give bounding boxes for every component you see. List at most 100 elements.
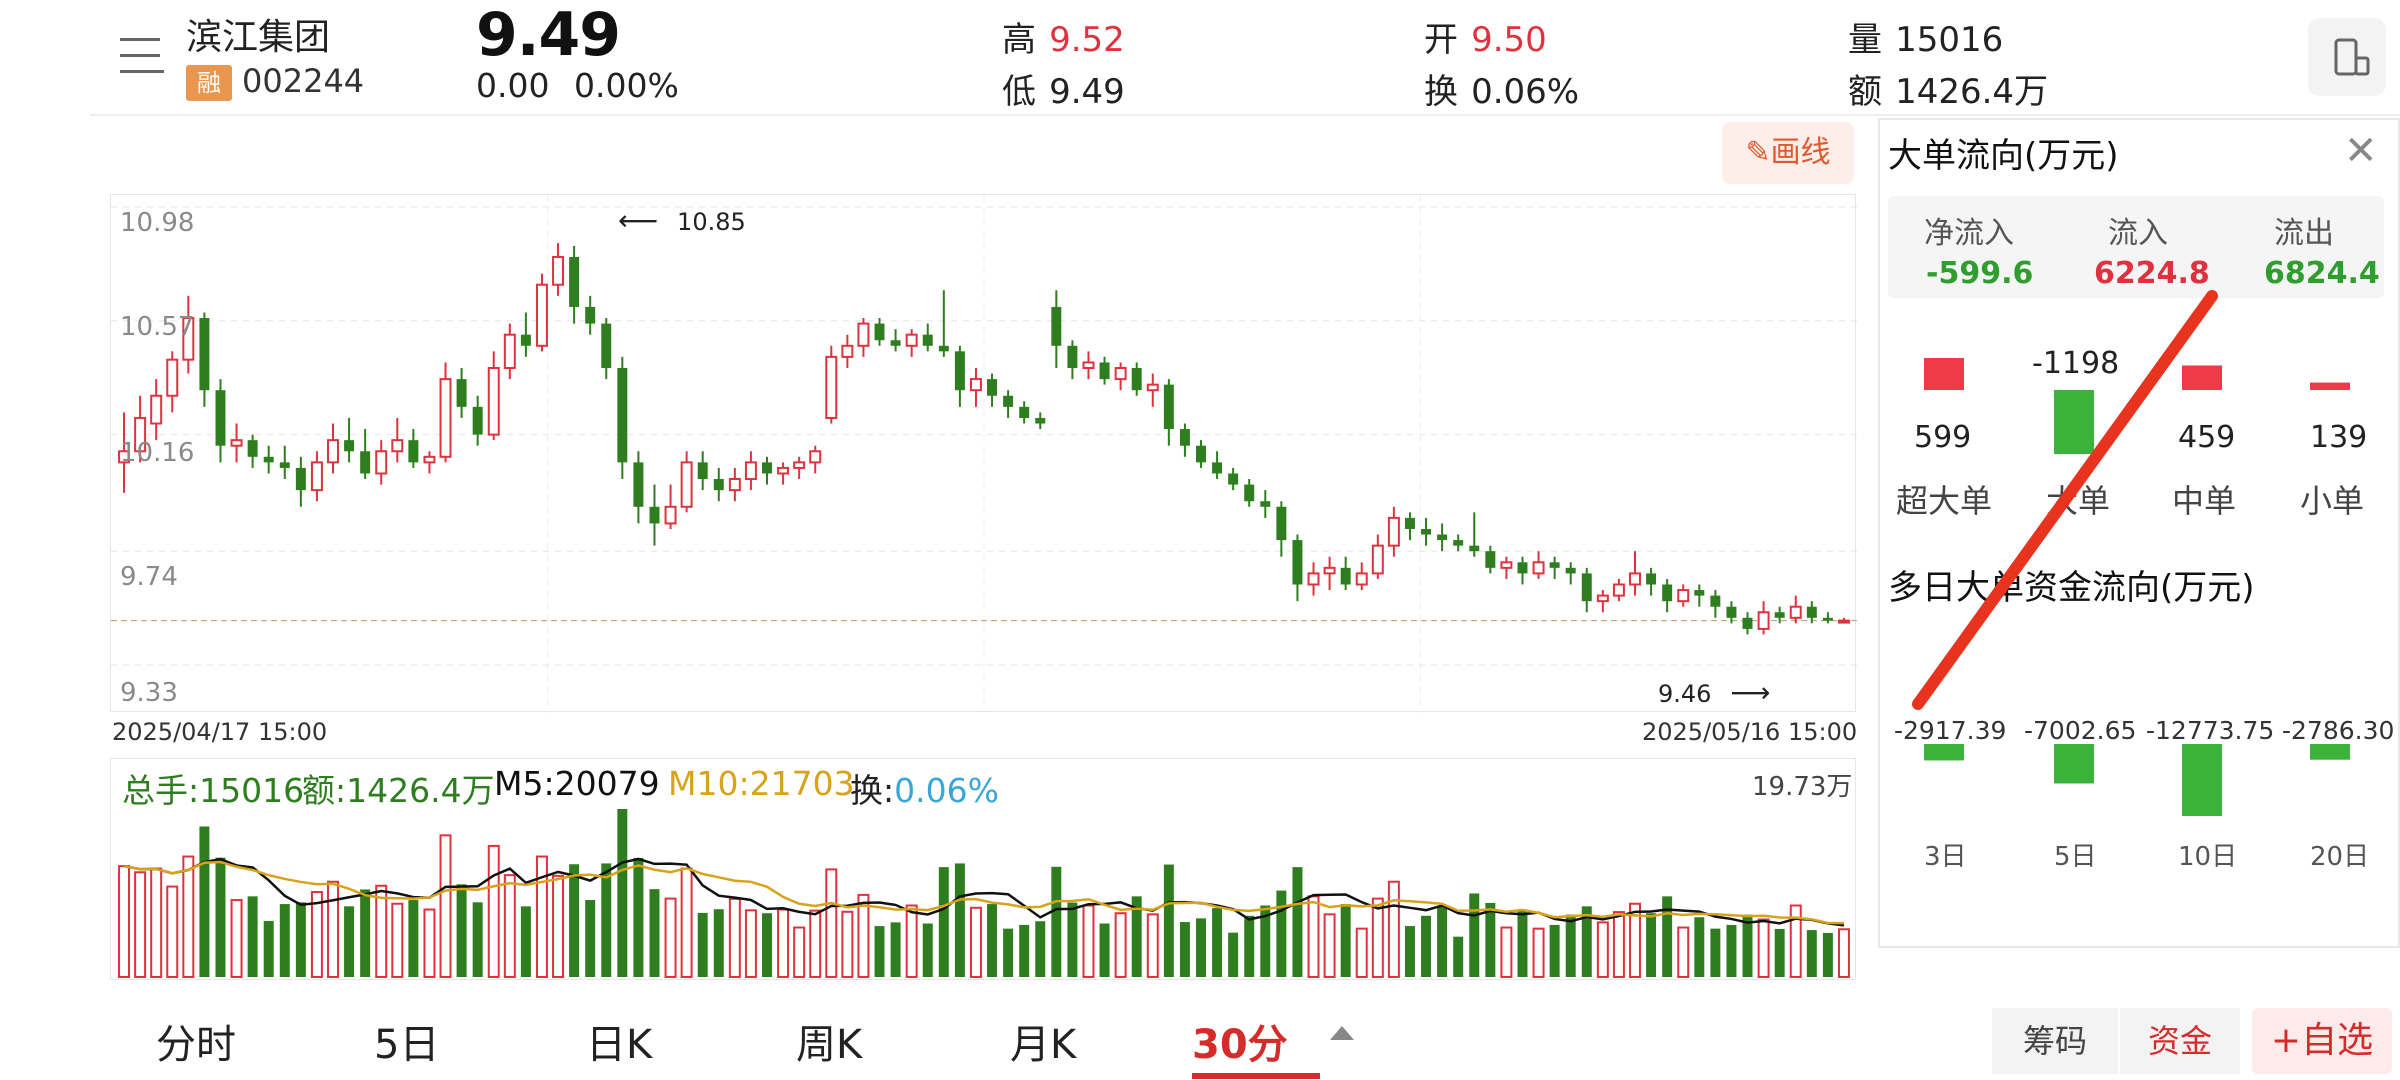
tab-monthly-k[interactable]: 月K bbox=[1010, 1022, 1077, 1068]
candle-body bbox=[279, 462, 290, 468]
candle-body bbox=[905, 333, 918, 347]
chips-button[interactable]: 筹码 bbox=[1992, 1008, 2118, 1074]
close-icon[interactable]: ✕ bbox=[2344, 128, 2378, 174]
volume-ma-lines bbox=[123, 857, 1845, 927]
net-inflow-label: 净流入 bbox=[1924, 216, 2014, 251]
draw-line-button[interactable]: ✎画线 bbox=[1722, 122, 1854, 184]
volume-bar bbox=[472, 902, 483, 977]
candle-body bbox=[1212, 462, 1223, 474]
candle-body bbox=[1500, 561, 1513, 569]
candle-body bbox=[1453, 540, 1464, 546]
candle-body bbox=[1806, 606, 1817, 618]
candle-body bbox=[1565, 567, 1576, 574]
volume-bar bbox=[1355, 927, 1368, 979]
max-price-annotation: ⟵ 10.85 bbox=[618, 204, 746, 237]
volume-bar bbox=[1757, 918, 1770, 978]
volume-chart[interactable] bbox=[110, 758, 1856, 980]
candle-body bbox=[1146, 383, 1159, 392]
tab-weekly-k[interactable]: 周K bbox=[796, 1022, 863, 1068]
volume-bar bbox=[777, 908, 790, 979]
volume-bar bbox=[1549, 924, 1560, 977]
category-bars bbox=[1924, 358, 2350, 454]
amount-stat: 额 1426.4万 bbox=[1848, 64, 2048, 113]
candle-body bbox=[825, 355, 838, 419]
y-tick-label: 9.33 bbox=[120, 678, 178, 708]
funds-button[interactable]: 资金 bbox=[2120, 1008, 2240, 1074]
volume-bar bbox=[697, 912, 708, 977]
caret-up-icon[interactable] bbox=[1330, 1026, 1354, 1040]
candle-body bbox=[375, 450, 388, 475]
open-label: 开 bbox=[1424, 20, 1458, 60]
candle-body bbox=[1612, 583, 1625, 597]
open-value: 9.50 bbox=[1471, 20, 1547, 60]
volume-bar bbox=[649, 889, 660, 977]
volume-bar bbox=[1340, 904, 1351, 977]
candle-body bbox=[1646, 573, 1657, 585]
candle-body bbox=[987, 379, 998, 396]
kline-chart[interactable] bbox=[110, 194, 1857, 713]
volume-bar bbox=[728, 897, 741, 979]
volume-bar bbox=[585, 900, 596, 977]
candle-body bbox=[1837, 619, 1850, 624]
volume-bar bbox=[1276, 890, 1287, 977]
candle-body bbox=[134, 416, 147, 453]
candle-body bbox=[1694, 590, 1705, 596]
tab-30min[interactable]: 30分 bbox=[1192, 1022, 1288, 1068]
volume-bar bbox=[809, 909, 822, 978]
volume-bar bbox=[1307, 895, 1320, 978]
outflow-label: 流出 bbox=[2274, 216, 2334, 251]
volume-bar bbox=[552, 874, 565, 978]
volume-bar bbox=[1789, 904, 1802, 978]
amount-label: 额 bbox=[1848, 72, 1882, 112]
volume-bar bbox=[310, 891, 323, 978]
multi-day-bar bbox=[1924, 744, 1964, 761]
menu-icon bbox=[120, 38, 160, 41]
candle-body bbox=[1774, 612, 1785, 618]
candle-body bbox=[118, 450, 131, 464]
tab-intraday[interactable]: 分时 bbox=[156, 1022, 236, 1068]
landscape-toggle-button[interactable] bbox=[2308, 18, 2386, 96]
low-value: 9.49 bbox=[1049, 72, 1125, 112]
header-divider bbox=[90, 114, 2400, 116]
tab-5day[interactable]: 5日 bbox=[374, 1022, 440, 1068]
candle-body bbox=[857, 322, 870, 347]
tab-daily-k[interactable]: 日K bbox=[586, 1022, 653, 1068]
candle-body bbox=[954, 351, 965, 391]
menu-button[interactable] bbox=[112, 30, 170, 86]
ma5-line bbox=[123, 857, 1845, 927]
volume-bar bbox=[1517, 910, 1528, 977]
volume-bar bbox=[890, 922, 901, 977]
inflow-value: 6224.8 bbox=[2094, 256, 2210, 291]
candle-body bbox=[585, 306, 596, 324]
volume-bar bbox=[987, 904, 998, 977]
open-stat: 开 9.50 bbox=[1424, 12, 1547, 61]
candle-body bbox=[890, 340, 901, 346]
candle-body bbox=[1019, 406, 1030, 418]
arrow-right-icon: ⟶ bbox=[1730, 676, 1771, 709]
candle-body bbox=[263, 456, 274, 463]
phone-landscape-icon bbox=[2334, 38, 2370, 76]
volume-bar bbox=[423, 908, 436, 979]
vol-amount: 额:1426.4万 bbox=[302, 764, 495, 812]
candle-body bbox=[535, 283, 548, 347]
md-label-20d: 20日 bbox=[2310, 842, 2370, 872]
price-change: 0.00 0.00% bbox=[476, 66, 679, 105]
candle-body bbox=[664, 505, 677, 525]
turnover-value: 0.06% bbox=[1471, 72, 1580, 112]
candle-body bbox=[713, 479, 724, 491]
volume-bar bbox=[680, 867, 693, 978]
candle-body bbox=[809, 450, 822, 464]
candle-body bbox=[1421, 528, 1432, 535]
candle-body bbox=[1742, 617, 1753, 629]
md-label-10d: 10日 bbox=[2178, 842, 2238, 872]
min-price-value: 9.46 bbox=[1658, 680, 1712, 708]
candle-body bbox=[1757, 611, 1770, 630]
volume-bar bbox=[1710, 928, 1721, 977]
add-watchlist-button[interactable]: +自选 bbox=[2252, 1008, 2392, 1074]
candle-body bbox=[1179, 429, 1190, 446]
change-abs: 0.00 bbox=[476, 66, 550, 105]
volume-bar bbox=[969, 906, 982, 978]
candle-body bbox=[1726, 606, 1737, 618]
net-inflow-value: -599.6 bbox=[1926, 256, 2034, 291]
y-tick-label: 9.74 bbox=[120, 562, 178, 592]
